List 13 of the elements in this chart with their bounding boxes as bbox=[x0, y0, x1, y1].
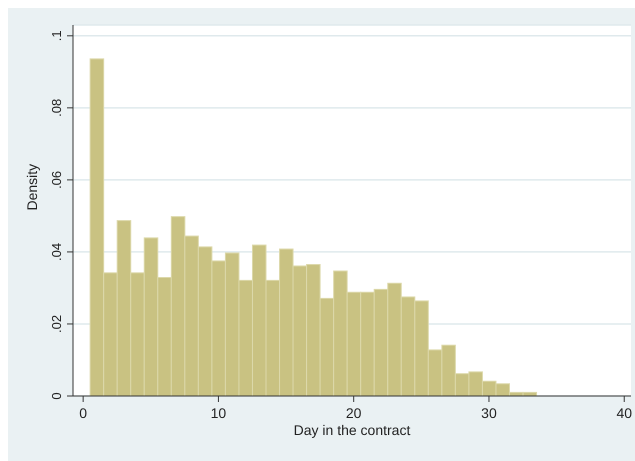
x-tick-label: 30 bbox=[481, 405, 497, 421]
y-tick-label: .1 bbox=[49, 30, 64, 42]
x-tick-label: 0 bbox=[79, 405, 88, 421]
y-tick-label: .04 bbox=[49, 242, 64, 261]
y-tick-label: .02 bbox=[49, 314, 64, 333]
y-tick-label: 0 bbox=[49, 392, 64, 400]
y-tick-label: .08 bbox=[49, 98, 64, 117]
x-tick-label: 40 bbox=[616, 405, 632, 421]
y-axis-title: Density bbox=[24, 164, 40, 210]
x-axis-title: Day in the contract bbox=[294, 422, 410, 438]
x-tick-label: 20 bbox=[346, 405, 362, 421]
y-tick-label: .06 bbox=[49, 170, 64, 189]
x-tick-label: 10 bbox=[210, 405, 226, 421]
